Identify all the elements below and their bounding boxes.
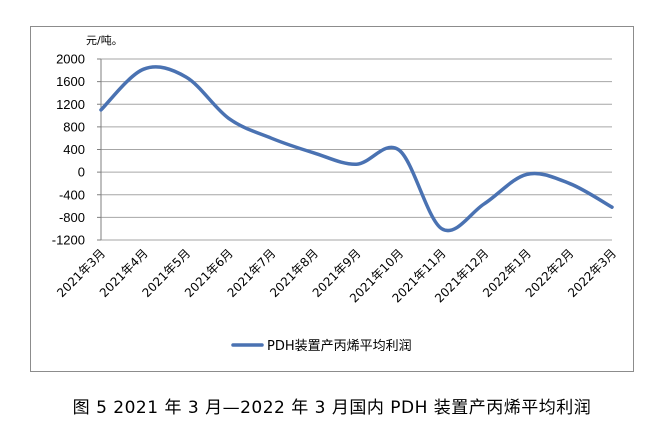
y-tick-label: -400 [59, 187, 85, 202]
y-tick-label: 800 [63, 119, 85, 134]
legend: PDH装置产丙烯平均利润 [231, 339, 412, 354]
legend-label: PDH装置产丙烯平均利润 [267, 339, 412, 354]
y-tick-label: 1600 [56, 74, 85, 89]
series-line [99, 65, 614, 233]
y-tick-label: 2000 [56, 52, 85, 67]
unit-label: 元/吨。 [86, 34, 123, 47]
chart-frame [30, 26, 634, 372]
x-axis: 2021年3月2021年4月2021年5月2021年6月2021年7月2021年… [54, 246, 619, 305]
y-tick-label: -1200 [52, 233, 85, 248]
y-tick-label: 400 [63, 142, 85, 157]
grid-layer [101, 58, 612, 241]
figure-caption: 图 5 2021 年 3 月—2022 年 3 月国内 PDH 装置产丙烯平均利… [72, 398, 592, 418]
y-axis: 2000 1600 1200 800 400 0 -400 -800 -1200 [52, 52, 102, 248]
y-tick-label: -800 [59, 210, 85, 225]
series-layer [99, 65, 614, 233]
y-tick-label: 0 [78, 165, 85, 180]
y-tick-label: 1200 [56, 97, 85, 112]
